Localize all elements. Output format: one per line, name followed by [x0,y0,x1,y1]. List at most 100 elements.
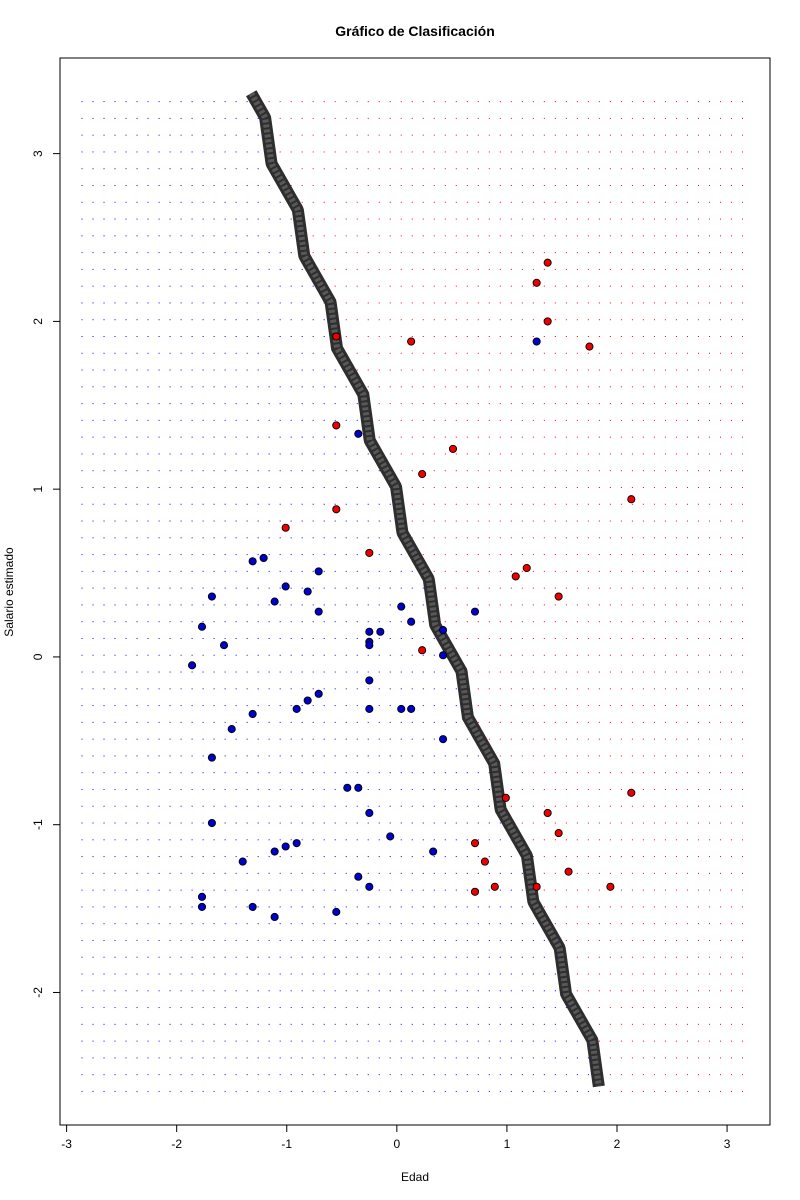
grid-dot [609,151,611,153]
grid-dot [576,252,578,254]
grid-dot [224,705,226,707]
grid-dot [367,319,369,321]
grid-dot [741,637,743,639]
grid-dot [268,1023,270,1025]
grid-dot [103,1057,105,1059]
grid-dot [301,956,303,958]
grid-dot [642,554,644,556]
data-point-class-0 [207,592,216,601]
grid-dot [565,772,567,774]
grid-dot [400,637,402,639]
grid-dot [400,570,402,572]
grid-dot [378,151,380,153]
grid-dot [433,419,435,421]
grid-dot [741,973,743,975]
grid-dot [279,637,281,639]
grid-dot [697,168,699,170]
grid-dot [400,554,402,556]
grid-dot [158,1040,160,1042]
grid-dot [697,419,699,421]
grid-dot [158,1090,160,1092]
grid-dot [356,285,358,287]
grid-dot [224,587,226,589]
grid-dot [697,185,699,186]
grid-dot [290,839,292,841]
grid-dot [147,520,149,522]
grid-dot [455,738,457,740]
grid-dot [653,923,655,925]
grid-dot [92,805,94,807]
grid-dot [642,990,644,992]
grid-dot [202,570,204,572]
grid-dot [158,168,160,170]
grid-dot [213,637,215,639]
grid-dot [455,101,457,103]
grid-dot [675,537,677,539]
grid-dot [202,721,204,723]
grid-dot [466,335,468,337]
grid-dot [477,1007,479,1009]
grid-dot [301,906,303,908]
grid-dot [455,335,457,337]
grid-dot [554,101,556,103]
grid-dot [620,788,622,790]
grid-dot [730,1023,732,1025]
grid-dot [246,923,248,925]
grid-dot [653,151,655,153]
grid-dot [532,956,534,958]
grid-dot [730,319,732,321]
grid-dot [686,755,688,757]
grid-dot [114,973,116,975]
grid-dot [180,335,182,337]
data-point-class-0 [439,626,448,635]
grid-dot [532,134,534,136]
grid-dot [631,101,633,103]
grid-dot [708,654,710,656]
grid-dot [202,235,204,237]
grid-dot [499,1074,501,1076]
grid-dot [224,168,226,170]
grid-dot [224,1040,226,1042]
grid-dot [136,604,138,606]
grid-dot [103,889,105,891]
grid-dot [334,134,336,136]
grid-dot [290,268,292,270]
grid-dot [422,335,424,337]
grid-dot [389,872,391,874]
grid-dot [411,486,413,488]
grid-dot [433,335,435,337]
grid-dot [345,587,347,589]
grid-dot [92,1074,94,1076]
grid-dot [301,352,303,354]
grid-dot [499,117,501,119]
grid-dot [334,235,336,237]
grid-dot [158,621,160,623]
grid-dot [400,117,402,119]
grid-dot [620,872,622,874]
grid-dot [532,923,534,925]
grid-dot [675,1007,677,1009]
grid-dot [81,520,83,522]
grid-dot [279,419,281,421]
grid-dot [389,403,391,405]
grid-dot [312,621,314,623]
grid-dot [213,117,215,119]
grid-dot [158,939,160,941]
grid-dot [477,436,479,438]
grid-dot [554,319,556,321]
grid-dot [257,1074,259,1076]
grid-dot [642,453,644,455]
grid-dot [543,352,545,354]
grid-dot [532,604,534,606]
grid-dot [323,201,325,203]
grid-dot [620,436,622,438]
grid-dot [191,117,193,119]
grid-dot [279,486,281,488]
grid-dot [169,923,171,925]
grid-dot [312,637,314,639]
grid-dot [521,134,523,136]
grid-dot [213,352,215,354]
grid-dot [301,738,303,740]
grid-dot [235,705,237,707]
grid-dot [697,621,699,623]
